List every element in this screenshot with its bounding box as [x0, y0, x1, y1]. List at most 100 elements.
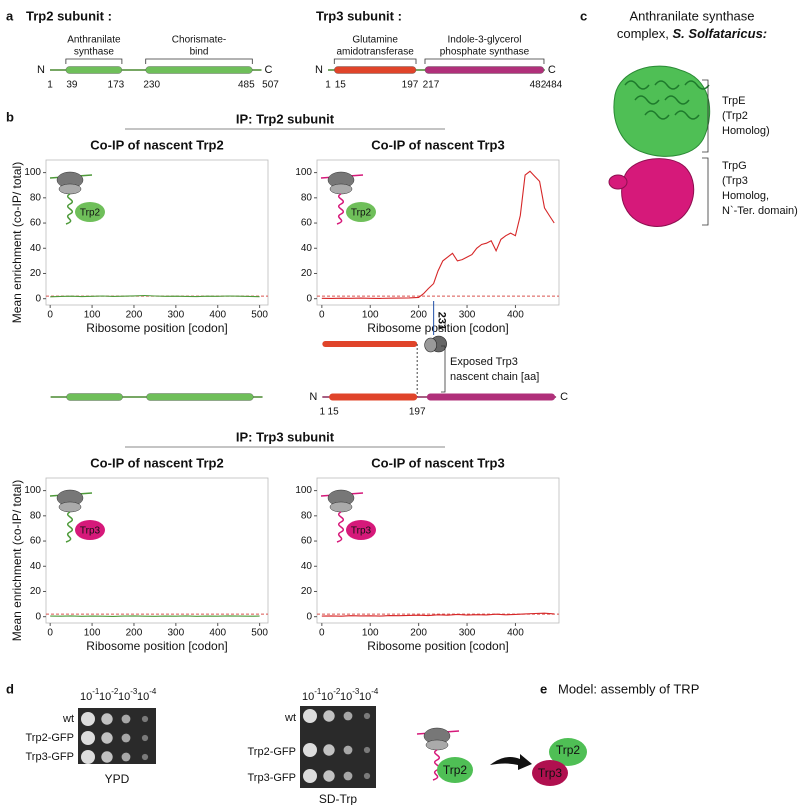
nascent-chain — [432, 749, 440, 781]
residue-label: 485 — [238, 80, 255, 91]
chart-title: Co-IP of nascent Trp2 — [90, 137, 223, 152]
x-tick-label: 400 — [507, 628, 524, 639]
residue-label: 484 — [546, 80, 563, 91]
panel-label: d — [6, 681, 14, 696]
residue-label: 15 — [335, 80, 347, 91]
trpg-label: Homolog, — [722, 190, 769, 202]
domain — [65, 66, 123, 74]
annotation: 231 — [436, 312, 448, 330]
residue-label: 217 — [423, 80, 440, 91]
bracket — [424, 58, 545, 64]
y-tick-label: 40 — [301, 243, 313, 254]
helix — [624, 80, 650, 90]
y-tick-label: 60 — [30, 218, 42, 229]
protein — [75, 520, 105, 540]
dilution-exp: -4 — [371, 687, 379, 696]
plot-frame — [316, 159, 560, 306]
protein-label: Trp2 — [556, 743, 581, 757]
y-axis-label: Mean enrichment (co-IP/ total) — [10, 162, 24, 323]
x-tick-label: 300 — [459, 628, 476, 639]
colony-spot — [81, 731, 95, 745]
domain-name: bind — [190, 47, 209, 58]
x-tick-label: 100 — [362, 310, 379, 321]
x-tick-label: 500 — [251, 310, 268, 321]
y-tick-label: 0 — [306, 293, 312, 304]
domain-name: amidotransferase — [337, 47, 415, 58]
ribosome-small — [425, 739, 449, 751]
dilution-base: 10 — [359, 691, 371, 703]
protein-label: Trp2 — [80, 208, 101, 219]
dilution-base: 10 — [99, 691, 111, 703]
colony-spot — [101, 751, 113, 763]
ribosome-small — [329, 183, 353, 195]
x-tick-label: 300 — [459, 310, 476, 321]
x-tick-label: 0 — [319, 310, 325, 321]
domain-name: Anthranilate — [67, 35, 121, 46]
bracket — [441, 345, 446, 393]
protein-label: Trp3 — [351, 526, 372, 537]
ribosome-small — [329, 501, 353, 513]
y-tick-label: 0 — [35, 611, 41, 622]
strain-label: wt — [284, 712, 296, 724]
y-axis-label: Mean enrichment (co-IP/ total) — [10, 480, 24, 641]
dilution: 10-2 — [99, 687, 119, 703]
colony-spot — [363, 712, 371, 720]
y-tick-label: 60 — [301, 218, 313, 229]
terminus: N — [315, 64, 323, 76]
terminus: C — [265, 64, 273, 76]
dilution-base: 10 — [321, 691, 333, 703]
colony-spot — [141, 734, 149, 742]
dilution-base: 10 — [137, 691, 149, 703]
dilution-exp: -2 — [111, 687, 119, 696]
protein — [437, 757, 473, 783]
exposed-label: nascent chain [aa] — [450, 371, 539, 383]
dilution: 10-3 — [340, 687, 360, 703]
y-tick-label: 40 — [301, 561, 313, 572]
y-tick-label: 20 — [30, 268, 42, 279]
strain-label: Trp2-GFP — [248, 746, 297, 758]
trpg-label: (Trp3 — [722, 175, 748, 187]
y-tick-label: 0 — [35, 293, 41, 304]
panel-label: a — [6, 8, 14, 23]
dilution-exp: -3 — [352, 687, 360, 696]
bracket — [145, 58, 253, 64]
colony-spot — [363, 772, 371, 780]
chart-title: Co-IP of nascent Trp3 — [371, 455, 504, 470]
panel-label: e — [540, 681, 547, 696]
dilution: 10-1 — [80, 687, 100, 703]
panel-title: Anthranilate synthase — [629, 8, 754, 23]
dilution-base: 10 — [340, 691, 352, 703]
structure-trpg — [608, 174, 628, 190]
domain — [426, 393, 556, 401]
domain — [66, 393, 123, 401]
nascent-bar — [322, 341, 418, 347]
x-tick-label: 400 — [209, 310, 226, 321]
colony-spot — [101, 713, 113, 725]
x-tick-label: 200 — [126, 310, 143, 321]
x-axis-label: Ribosome position [codon] — [367, 639, 508, 653]
data-line — [321, 612, 555, 617]
trpe-label: (Trp2 — [722, 110, 748, 122]
protein-label: Trp2 — [351, 208, 372, 219]
y-tick-label: 100 — [295, 167, 312, 178]
dilution: 10-4 — [137, 687, 157, 703]
y-tick-label: 20 — [301, 268, 313, 279]
chart-title: Co-IP of nascent Trp2 — [90, 455, 223, 470]
y-tick-label: 100 — [24, 167, 41, 178]
colony-spot — [303, 769, 317, 783]
colony-spot — [81, 712, 95, 726]
x-tick-label: 0 — [319, 628, 325, 639]
domain — [329, 393, 418, 401]
protein — [346, 202, 376, 222]
colony-spot — [343, 771, 353, 781]
residue-label: 507 — [262, 80, 279, 91]
y-tick-label: 80 — [30, 192, 42, 203]
helix — [664, 95, 690, 105]
x-tick-label: 200 — [410, 628, 427, 639]
colony-spot — [141, 715, 149, 723]
trpe-label: Homolog) — [722, 125, 770, 137]
title-part: complex, — [617, 26, 669, 41]
structure-trpe — [613, 65, 711, 157]
residue-label: 1 — [320, 407, 326, 418]
